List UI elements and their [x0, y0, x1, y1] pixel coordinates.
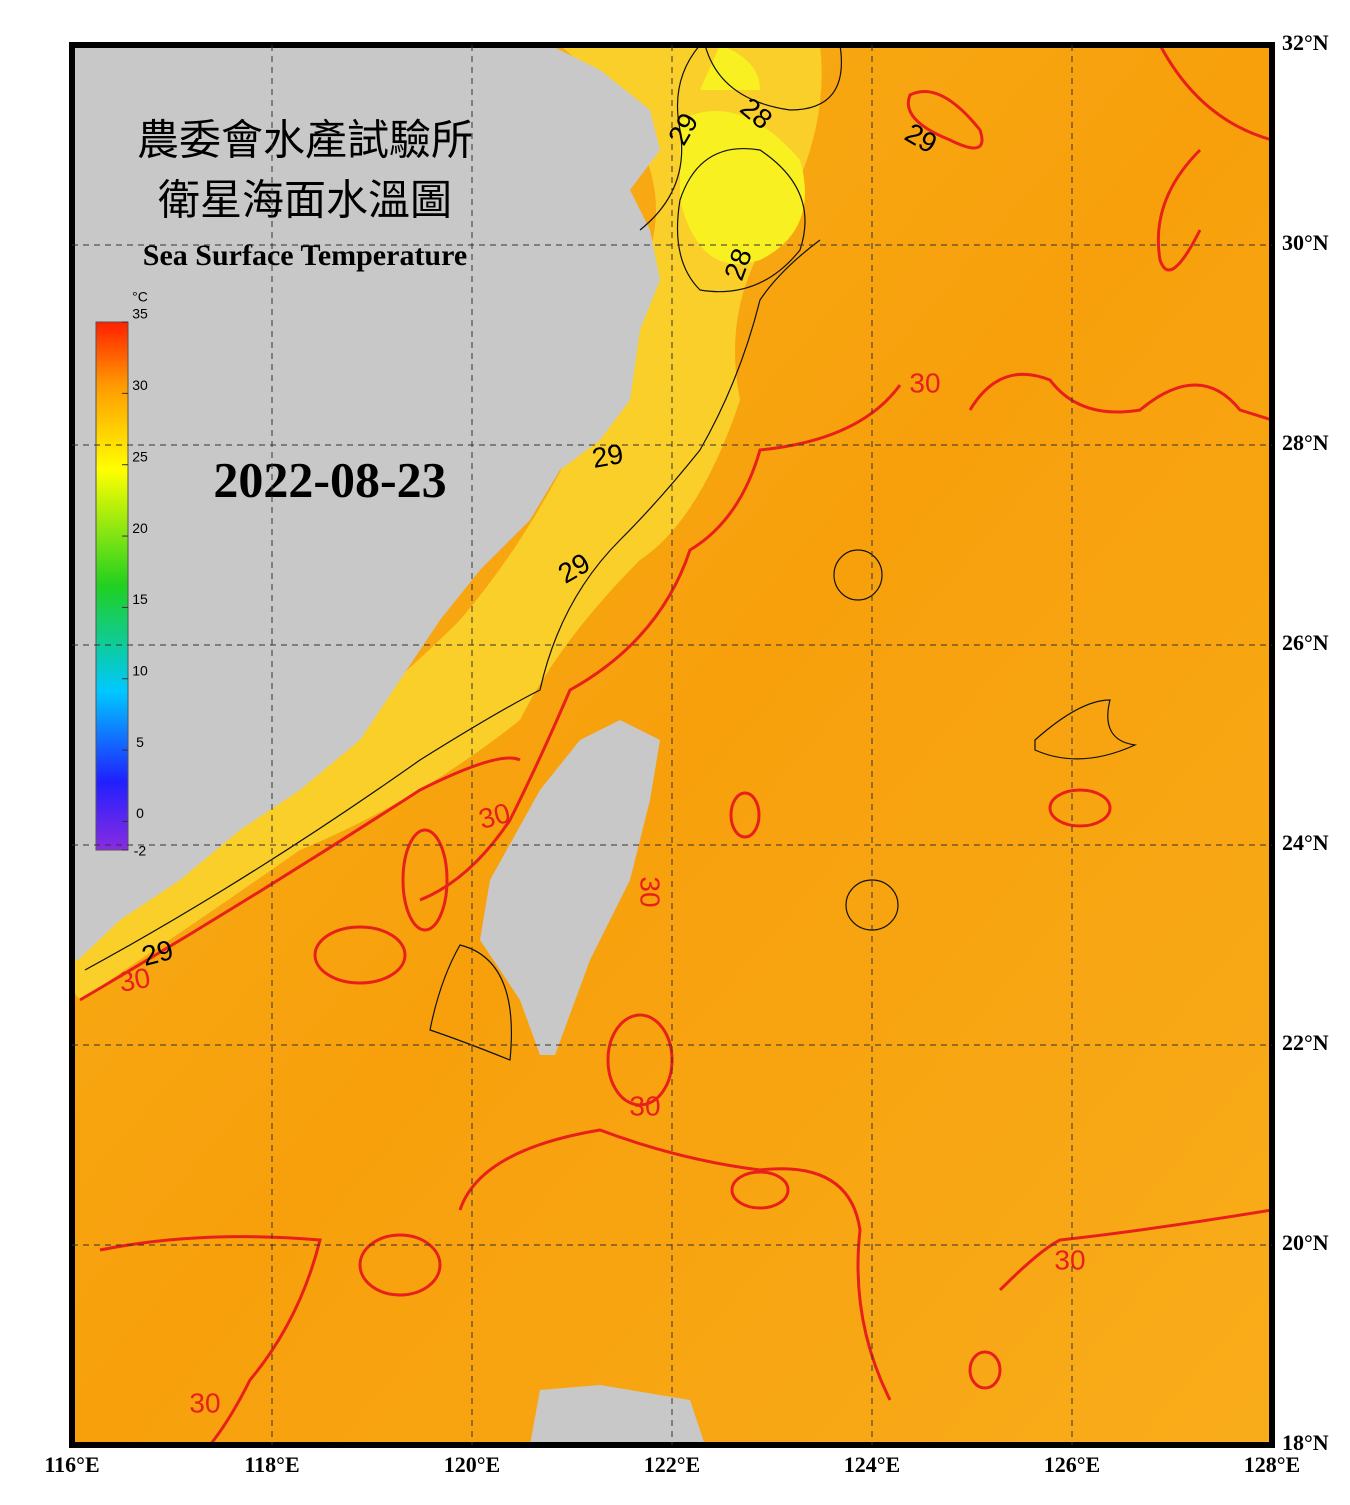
lat-tick-label: 18°N — [1282, 1430, 1329, 1455]
colorbar-tick-label: 0 — [136, 805, 144, 821]
lon-tick-label: 116°E — [44, 1452, 99, 1477]
lon-tick-label: 118°E — [244, 1452, 299, 1477]
subtitle: 衛星海面水溫圖 — [158, 179, 452, 225]
title-en: Sea Surface Temperature — [143, 239, 467, 272]
contour-label: 30 — [635, 876, 666, 907]
colorbar-tick-label: 20 — [132, 520, 148, 536]
date: 2022-08-23 — [213, 451, 446, 507]
lon-tick-label: 128°E — [1244, 1452, 1300, 1477]
contour-label: 30 — [117, 962, 153, 998]
colorbar-tick-label: 15 — [132, 591, 148, 607]
lon-tick-label: 122°E — [644, 1452, 700, 1477]
contour-label: 30 — [629, 1090, 660, 1121]
lon-tick-label: 126°E — [1044, 1452, 1100, 1477]
cool-patch — [680, 45, 805, 264]
colorbar-tick-label: 5 — [136, 734, 144, 750]
colorbar-tick-label: 30 — [132, 377, 148, 393]
lat-tick-label: 20°N — [1282, 1230, 1329, 1255]
luzon — [530, 1385, 705, 1445]
title: 農委會水產試驗所 — [137, 118, 473, 165]
colorbar-tick-label: -2 — [134, 843, 147, 859]
contour-label: 30 — [1054, 1244, 1085, 1275]
contours-28-29 — [84, 45, 1138, 1061]
lon-tick-label: 120°E — [444, 1452, 500, 1477]
contour-label: 30 — [189, 1387, 220, 1418]
lat-tick-label: 24°N — [1282, 830, 1329, 855]
colorbar-unit: °C — [132, 289, 148, 305]
lat-tick-label: 32°N — [1282, 30, 1329, 55]
colorbar-tick-label: 10 — [132, 662, 148, 678]
lat-tick-label: 30°N — [1282, 230, 1329, 255]
colorbar — [95, 321, 129, 851]
lat-tick-label: 28°N — [1282, 430, 1329, 455]
lat-tick-label: 26°N — [1282, 630, 1329, 655]
colorbar-tick-label: 25 — [132, 448, 148, 464]
lon-tick-label: 124°E — [844, 1452, 900, 1477]
taiwan — [480, 720, 660, 1055]
contours-30 — [79, 45, 1272, 1445]
lat-tick-label: 22°N — [1282, 1030, 1329, 1055]
contour-label: 29 — [590, 438, 626, 474]
mainland — [72, 45, 660, 960]
colorbar-tick-label: 35 — [132, 306, 148, 322]
contour-label: 30 — [909, 367, 940, 398]
